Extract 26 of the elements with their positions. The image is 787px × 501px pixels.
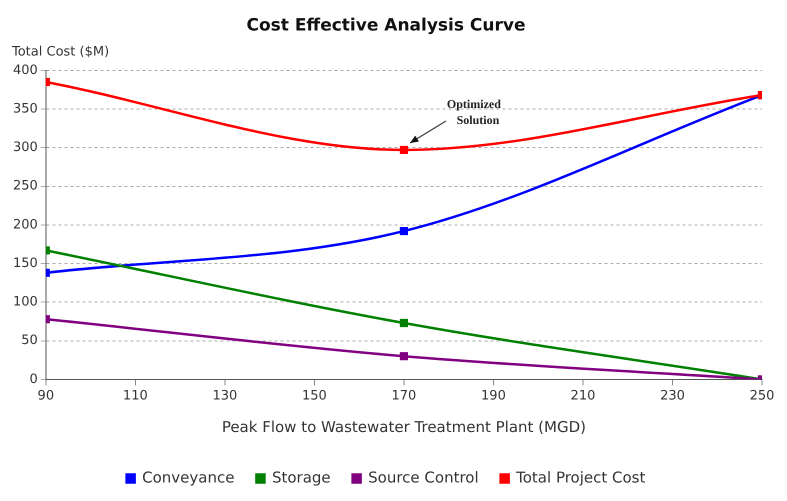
legend-label: Total Project Cost <box>515 468 646 486</box>
y-tick-label: 350 <box>12 101 38 116</box>
x-tick-label: 210 <box>570 388 596 404</box>
chart-title: Cost Effective Analysis Curve <box>246 16 526 36</box>
x-tick-label: 250 <box>750 388 774 404</box>
x-tick-label: 190 <box>481 388 506 404</box>
y-tick-label: 300 <box>12 140 38 156</box>
legend-label: Conveyance <box>142 468 234 486</box>
legend-label: Storage <box>272 468 331 486</box>
y-tick-label: 250 <box>12 178 38 194</box>
y-tick-label: 400 <box>12 62 38 78</box>
y-tick-label: 200 <box>12 217 38 232</box>
y-axis-title: Total Cost ($M) <box>11 44 110 60</box>
x-tick-label: 90 <box>38 388 54 404</box>
y-tick-label: 0 <box>30 372 38 387</box>
y-tick-label: 100 <box>12 294 38 310</box>
annotation: Optimized Solution <box>446 96 502 127</box>
legend-label: Source Control <box>368 468 479 486</box>
y-tick-label: 150 <box>12 256 38 271</box>
x-axis-title: Peak Flow to Wastewater Treatment Plant (MGD) <box>222 418 586 436</box>
x-tick-label: 230 <box>660 388 685 404</box>
x-tick-label: 150 <box>302 388 327 404</box>
x-tick-label: 130 <box>212 388 238 404</box>
x-tick-label: 110 <box>122 388 148 404</box>
y-tick-label: 50 <box>21 333 38 348</box>
x-tick-label: 170 <box>391 388 416 404</box>
